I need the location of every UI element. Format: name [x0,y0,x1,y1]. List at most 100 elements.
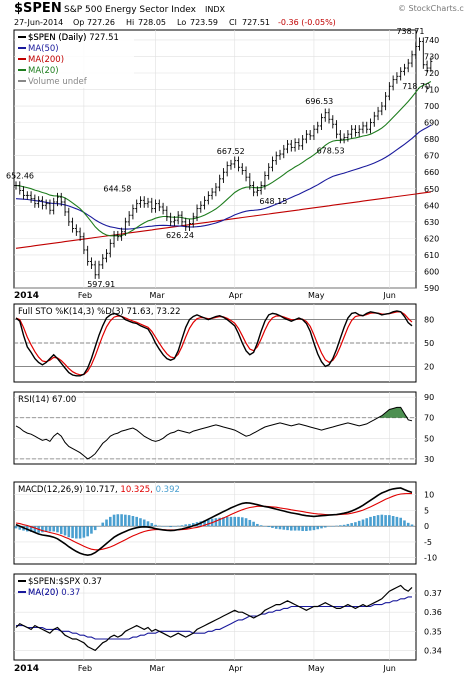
ratio-year-label: 2014 [14,664,39,674]
price-bar-101 [395,72,399,84]
macd-hist-bar-99 [388,515,391,527]
price-bar-20 [89,257,93,269]
rsi-title: RSI(14) 67.00 [18,395,76,405]
macd-hist-bar-68 [271,526,274,528]
price-bar-0 [14,181,18,190]
macd-hist-bar-44 [180,525,184,527]
macd-hist-bar-10 [52,526,56,532]
ratio-month-label-1: Mar [150,664,166,673]
price-legend-name-4: Volume undef [28,77,88,87]
macd-hist-bar-72 [286,526,289,531]
macd-hist-bar-59 [237,516,240,527]
sto-panel-ytick: 20 [424,362,434,371]
macd-hist-bar-20 [90,526,93,534]
macd-hist-bar-102 [399,517,402,527]
macd-hist-bar-63 [252,521,255,527]
macd-hist-bar-38 [158,525,161,527]
macd-hist-bar-53 [214,518,218,527]
price-bar-27 [116,230,120,241]
price-month-label-3: May [308,291,325,300]
price-bar-59 [237,156,241,172]
price-bar-86 [338,130,342,144]
price-bar-85 [335,120,339,139]
macd-hist-bar-98 [384,515,387,527]
price-bar-52 [210,187,214,200]
macd-hist-bar-18 [82,526,86,538]
macd-hist-bar-78 [308,526,312,531]
price-bar-45 [184,217,188,231]
price-bar-96 [376,106,380,121]
price-annotation-2: 644.58 [103,185,131,194]
price-bar-58 [233,156,237,169]
ratio-month-label-2: Apr [229,664,244,673]
price-bar-68 [270,156,274,172]
macd-hist-bar-104 [406,522,410,527]
price-bar-51 [206,191,210,205]
macd-hist-bar-27 [116,514,120,527]
price-bar-48 [195,204,199,222]
macd-panel-ytick: -10 [424,554,437,563]
price-bar-15 [71,217,75,233]
macd-hist-bar-54 [218,517,221,527]
macd-hist-bar-58 [233,516,237,527]
price-bar-39 [161,202,165,215]
macd-hist-bar-19 [86,526,89,537]
macd-hist-bar-13 [63,526,67,536]
price-annotation-3: 626.24 [166,231,194,240]
price-panel-ytick: 720 [424,69,439,78]
price-bar-57 [229,159,233,170]
price-bar-66 [263,171,267,190]
price-annotation-1: 597.91 [87,280,115,289]
macd-hist-bar-12 [59,526,63,535]
price-bar-2 [22,186,26,200]
macd-hist-bar-100 [391,515,395,527]
sto-panel-ytick: 50 [424,339,434,348]
price-panel-ytick: 620 [424,234,439,243]
macd-panel-ytick: 0 [424,522,429,531]
price-bar-34 [142,196,146,208]
price-bar-104 [406,58,410,73]
price-panel-ytick: 690 [424,119,439,128]
price-bar-44 [180,211,184,226]
open-label: Op [73,18,84,27]
macd-panel-ytick: -5 [424,538,432,547]
ratio-legend-name-1: MA(20) [28,588,59,598]
price-bar-32 [135,199,139,213]
price-bar-95 [372,111,376,127]
price-bar-4 [29,191,33,203]
price-bar-73 [289,139,293,152]
macd-hist-bar-103 [403,520,406,527]
price-bar-109 [425,60,429,73]
price-bar-88 [346,130,350,142]
price-bar-100 [391,75,395,91]
price-bar-76 [301,135,305,150]
price-legend-bg [16,32,134,88]
rsi-panel-ytick: 30 [424,455,434,464]
low-label: Lo [177,18,186,27]
macd-hist-bar-95 [372,515,376,527]
macd-hist-bar-69 [274,526,278,529]
price-bar-5 [33,194,37,208]
macd-hist-bar-82 [323,526,327,528]
price-bar-19 [86,245,90,266]
macd-hist-bar-65 [259,525,263,527]
macd-hist-bar-74 [293,526,297,531]
price-bar-107 [418,37,422,51]
macd-hist-bar-60 [240,517,244,527]
macd-hist-bar-92 [361,519,365,527]
macd-hist-bar-29 [124,514,127,527]
macd-hist-bar-83 [327,526,331,527]
macd-hist-bar-57 [229,516,233,527]
macd-hist-bar-89 [350,523,353,527]
ratio-panel-ytick: 0.35 [424,627,442,636]
macd-hist-bar-11 [56,526,59,533]
price-bar-80 [316,121,320,134]
price-panel-ytick: 710 [424,86,439,95]
price-bar-67 [267,163,271,180]
macd-hist-bar-93 [365,518,369,527]
macd-hist-bar-64 [256,523,259,527]
price-bar-1 [18,181,22,195]
price-bar-50 [203,196,207,210]
price-bar-14 [67,207,71,226]
price-bar-9 [48,199,52,215]
